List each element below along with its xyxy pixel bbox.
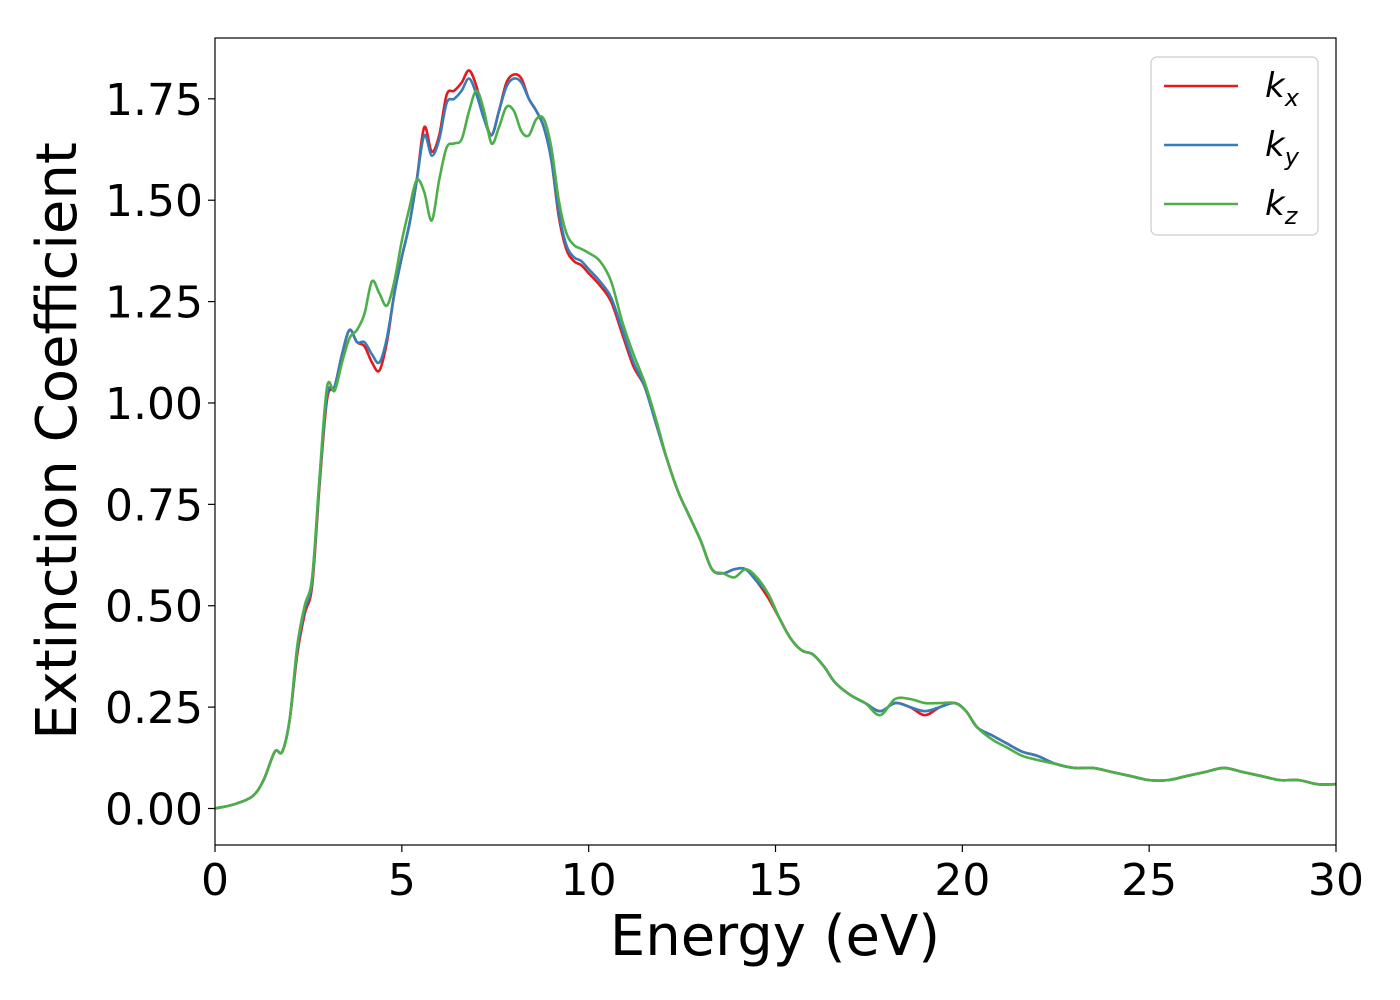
series-line-y (215, 77, 1336, 810)
x-tick-label: 5 (388, 855, 416, 906)
y-axis: 0.00 0.25 0.50 0.75 1.00 1.25 1.50 1.75 (105, 75, 215, 836)
y-tick-label: 0.75 (105, 480, 203, 531)
y-tick-label: 0.00 (105, 785, 203, 836)
x-tick-label: 15 (748, 855, 804, 906)
y-tick-label: 1.25 (105, 278, 203, 329)
y-axis-label: Extinction Coefficient (25, 142, 90, 740)
y-tick-label: 0.50 (105, 582, 203, 633)
legend-label-y: ky (1265, 125, 1300, 171)
y-tick-label: 1.50 (105, 176, 203, 227)
series-line-z (215, 89, 1336, 810)
y-tick-label: 1.75 (105, 75, 203, 126)
series-layer (215, 69, 1336, 810)
x-tick-label: 30 (1308, 855, 1364, 906)
x-tick-label: 25 (1121, 855, 1177, 906)
x-axis-label: Energy (eV) (610, 904, 940, 969)
legend-label-z: kz (1265, 184, 1299, 230)
x-tick-label: 0 (201, 855, 229, 906)
legend-label-x: kx (1265, 66, 1300, 112)
x-tick-label: 20 (934, 855, 990, 906)
x-axis: 0 5 10 15 20 25 30 (201, 845, 1364, 906)
legend: kx ky kz (1150, 56, 1319, 236)
y-tick-label: 1.00 (105, 379, 203, 430)
x-tick-label: 10 (561, 855, 617, 906)
y-tick-label: 0.25 (105, 683, 203, 734)
